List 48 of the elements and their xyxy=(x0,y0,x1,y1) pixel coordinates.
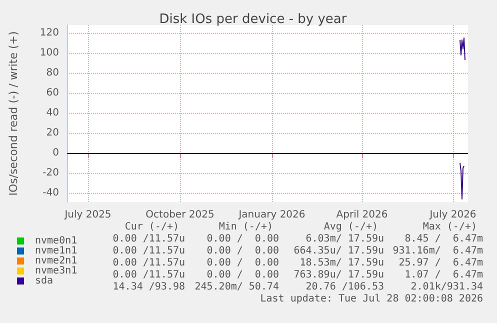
y-tick-label: 20 xyxy=(46,128,59,138)
text: 1.07 / 6.47m xyxy=(404,270,484,280)
legend-label: nvme0n1 xyxy=(35,236,78,246)
x-tick-label: July 2025 xyxy=(64,210,112,220)
line-series xyxy=(460,162,464,200)
legend-label: nvme1n1 xyxy=(35,246,78,256)
y-tick-label: 40 xyxy=(46,108,59,118)
y-tick-label: -20 xyxy=(42,168,59,178)
text: 0.00 / 0.00 xyxy=(206,270,280,280)
text: 6.03m/ 17.59u xyxy=(306,234,384,244)
text: 0.00 /11.57u xyxy=(112,234,186,244)
y-axis-title: IOs/second read (-) / write (+) xyxy=(7,31,20,196)
text: 0.00 / 0.00 xyxy=(206,246,280,256)
text: 931.16m/ 6.47m xyxy=(392,246,484,256)
y-tick-label: 0 xyxy=(52,148,59,158)
text: 664.35u/ 17.59u xyxy=(294,246,384,256)
text: 14.34 /93.98 xyxy=(112,282,186,292)
text: Last update: Tue Jul 28 02:00:08 2026 xyxy=(260,294,484,304)
text: 763.89u/ 17.59u xyxy=(294,270,384,280)
text: 20.76 /106.53 xyxy=(306,282,384,292)
text: Avg (-/+) xyxy=(324,222,378,232)
text: 25.97 / 6.47m xyxy=(398,258,484,268)
y-tick-label: 80 xyxy=(46,68,59,78)
x-tick-label: April 2026 xyxy=(336,210,388,220)
chart-title: Disk IOs per device - by year xyxy=(159,12,348,27)
text: 0.00 / 0.00 xyxy=(206,258,280,268)
text: 0.00 /11.57u xyxy=(112,270,186,280)
text: 18.53m/ 17.59u xyxy=(300,258,384,268)
y-tick-label: 100 xyxy=(40,48,59,58)
text: Min (-/+) xyxy=(218,222,274,232)
text: 0.00 /11.57u xyxy=(112,246,186,256)
text: 0.00 / 0.00 xyxy=(206,234,280,244)
legend-label: sda xyxy=(35,276,54,286)
text: 0.00 /11.57u xyxy=(112,258,186,268)
x-tick-label: January 2026 xyxy=(238,210,306,220)
text: Cur (-/+) xyxy=(124,222,180,232)
line-series xyxy=(460,38,466,60)
y-tick-label: 120 xyxy=(40,28,59,38)
y-tick-label: -40 xyxy=(42,188,59,198)
x-tick-label: October 2025 xyxy=(146,210,214,220)
y-tick-label: 60 xyxy=(46,88,59,98)
text: 2.01k/931.34 xyxy=(410,282,484,292)
text: 245.20m/ 50.74 xyxy=(194,282,280,292)
legend-label: nvme3n1 xyxy=(35,266,78,276)
legend-label: nvme2n1 xyxy=(35,256,78,266)
text: 8.45 / 6.47m xyxy=(404,234,484,244)
text: Max (-/+) xyxy=(422,222,478,232)
x-tick-label: July 2026 xyxy=(428,210,476,220)
